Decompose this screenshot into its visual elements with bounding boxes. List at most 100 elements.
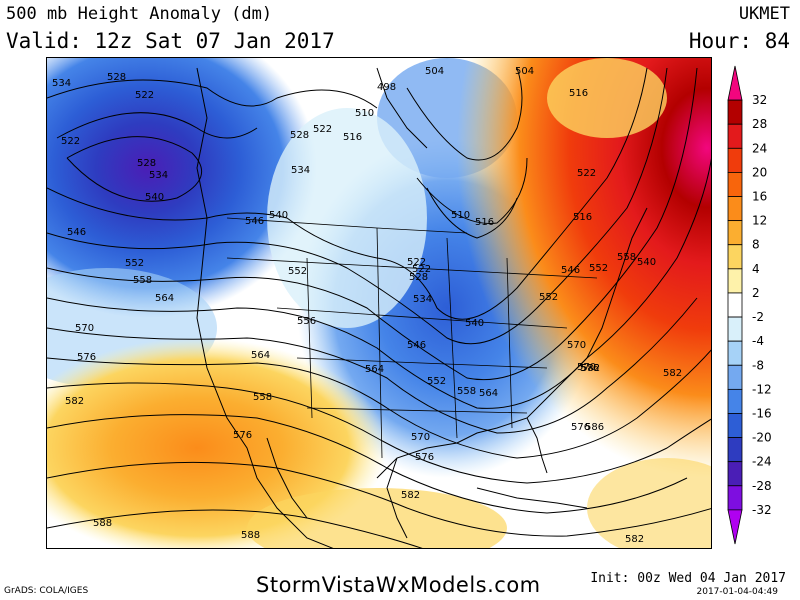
contour-label: 540 xyxy=(465,318,484,329)
contour-label: 564 xyxy=(365,364,384,375)
colorbar-tick-label: -4 xyxy=(752,334,764,348)
contour-label: 546 xyxy=(407,340,426,351)
colorbar-swatch xyxy=(727,65,743,101)
colorbar-tick-label: 12 xyxy=(752,214,767,228)
contour-label: 556 xyxy=(297,316,316,327)
coastlines xyxy=(196,67,648,548)
contour-label: 564 xyxy=(251,350,270,361)
colorbar-legend: 32 28 24 20 16 12 8 4 2 -2 -4 -8 -12 -16 -20 -24 -28 -32 xyxy=(727,65,772,545)
contour-label: 570 xyxy=(567,340,586,351)
contour-label: 534 xyxy=(52,78,71,89)
contour-label: 576 xyxy=(77,352,96,363)
contour-label: 534 xyxy=(413,294,432,305)
contour-label: 528 xyxy=(107,72,126,83)
colorbar-labels: 32 28 24 20 16 12 8 4 2 -2 -4 -8 -12 -16 -20 -24 -28 -32 xyxy=(752,93,772,517)
colorbar-tick-label: 28 xyxy=(752,117,767,131)
colorbar-tick-label: -16 xyxy=(752,406,772,420)
contour-label: 576 xyxy=(415,452,434,463)
contour-label: 558 xyxy=(133,275,152,286)
contour-label: 528 xyxy=(409,272,428,283)
colorbar-swatch xyxy=(727,244,743,270)
colorbar-swatch xyxy=(727,509,743,545)
contour-label: 576 xyxy=(233,430,252,441)
valid-time: Valid: 12z Sat 07 Jan 2017 xyxy=(6,29,335,53)
colorbar-tick-label: -24 xyxy=(752,455,772,469)
colorbar-swatches xyxy=(727,65,743,545)
colorbar-tick-label: -20 xyxy=(752,431,772,445)
colorbar-tick-label: 2 xyxy=(752,286,760,300)
contour-label: 582 xyxy=(581,363,600,374)
contour-label: 516 xyxy=(475,217,494,228)
contour-label: 504 xyxy=(515,66,534,77)
contour-label: 558 xyxy=(617,252,636,263)
contour-label: 546 xyxy=(561,265,580,276)
map-canvas: 534 528 522 522 528 534 540 546 552 558 … xyxy=(47,58,711,548)
contour-label: 522 xyxy=(577,168,596,179)
contour-label: 516 xyxy=(573,212,592,223)
colorbar-tick-label: -32 xyxy=(752,503,772,517)
map-title: 500 mb Height Anomaly (dm) xyxy=(6,4,273,24)
contour-label: 570 xyxy=(411,432,430,443)
colorbar-swatch xyxy=(727,364,743,390)
contour-label: 528 xyxy=(137,158,156,169)
site-name: StormVistaWxModels.com xyxy=(256,573,541,597)
colorbar-swatch xyxy=(727,123,743,149)
colorbar-tick-label: 24 xyxy=(752,141,767,155)
colorbar-swatch xyxy=(727,316,743,342)
colorbar-swatch xyxy=(727,292,743,318)
contour-label: 552 xyxy=(427,376,446,387)
colorbar-tick-label: 32 xyxy=(752,93,767,107)
contour-label: 522 xyxy=(313,124,332,135)
contour-label: 582 xyxy=(625,534,644,545)
contour-label: 588 xyxy=(241,530,260,541)
contour-label: 552 xyxy=(125,258,144,269)
colorbar-tick-label: -12 xyxy=(752,382,772,396)
contour-label: 586 xyxy=(585,422,604,433)
colorbar-swatch xyxy=(727,147,743,173)
grads-credit: GrADS: COLA/IGES xyxy=(4,586,89,596)
contour-label: 546 xyxy=(245,216,264,227)
colorbar-tick-label: -8 xyxy=(752,358,764,372)
contour-label: 528 xyxy=(290,130,309,141)
political-borders xyxy=(226,217,598,459)
contour-label: 516 xyxy=(343,132,362,143)
contour-label: 576 xyxy=(580,363,599,374)
contour-label: 510 xyxy=(451,210,470,221)
contour-label: 540 xyxy=(637,257,656,268)
contour-label: 564 xyxy=(479,388,498,399)
contour-label: 576 xyxy=(571,422,590,433)
contour-label: 540 xyxy=(145,192,164,203)
contour-labels: 534 528 522 522 528 534 540 546 552 558 … xyxy=(52,66,682,545)
contour-label: 516 xyxy=(569,88,588,99)
contour-label: 552 xyxy=(539,292,558,303)
colorbar-swatch xyxy=(727,388,743,414)
height-contours xyxy=(47,67,711,548)
contour-label: 522 xyxy=(412,264,431,275)
colorbar-swatch xyxy=(727,172,743,197)
anomaly-map: 534 528 522 522 528 534 540 546 552 558 … xyxy=(46,57,712,549)
init-time: Init: 00z Wed 04 Jan 2017 xyxy=(590,571,786,586)
contour-label: 582 xyxy=(65,396,84,407)
colorbar-swatch xyxy=(727,340,743,366)
contour-label: 552 xyxy=(288,266,307,277)
atlantic-ridge-anomaly xyxy=(457,58,711,478)
contour-label: 522 xyxy=(135,90,154,101)
colorbar-swatch xyxy=(727,437,743,463)
colorbar-swatch xyxy=(727,99,743,125)
pacific-low-anomaly xyxy=(47,58,317,318)
contour-label: 522 xyxy=(407,257,426,268)
colorbar-swatch xyxy=(727,413,743,438)
colorbar-tick-label: 4 xyxy=(752,262,760,276)
colorbar-tick-label: 16 xyxy=(752,190,767,204)
contour-label: 570 xyxy=(577,362,596,373)
colorbar-tick-label: -28 xyxy=(752,479,772,493)
generated-stamp: 2017-01-04-04:49 xyxy=(696,587,779,597)
colorbar-swatch xyxy=(727,461,743,487)
contour-label: 522 xyxy=(61,136,80,147)
contour-label: 582 xyxy=(401,490,420,501)
contour-label: 498 xyxy=(377,82,396,93)
contour-label: 582 xyxy=(663,368,682,379)
contour-label: 510 xyxy=(355,108,374,119)
contour-label: 534 xyxy=(149,170,168,181)
colorbar-swatch xyxy=(727,485,743,511)
